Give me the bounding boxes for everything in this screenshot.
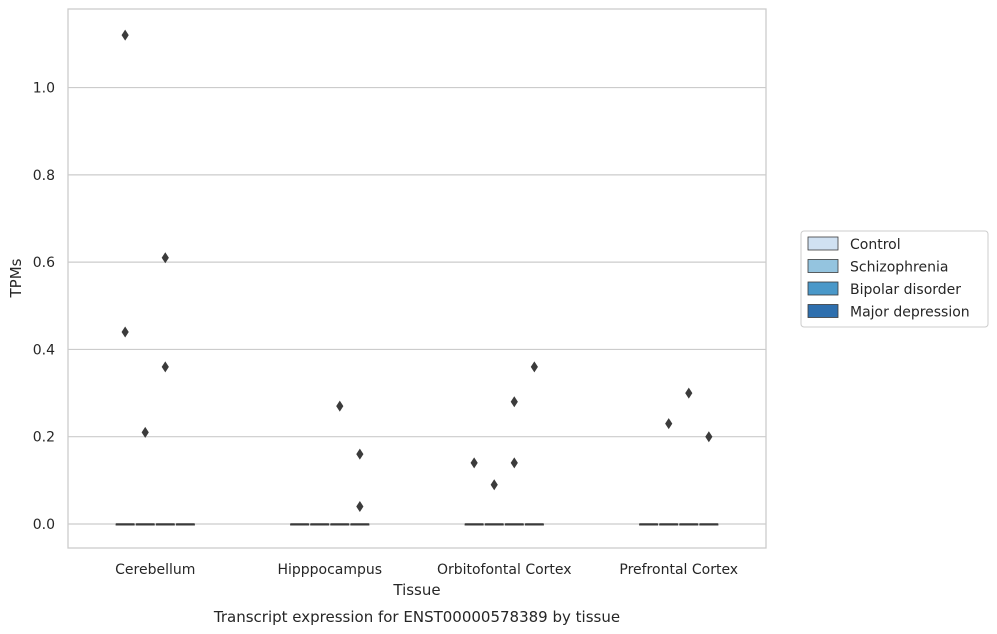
outlier-point [161,361,169,373]
outlier-point [510,396,518,408]
grid-lines [68,86,766,525]
figure-caption: Transcript expression for ENST0000057838… [213,608,620,626]
outlier-point [356,448,364,460]
outlier-point [121,29,129,41]
y-tick-label: 0.6 [33,255,55,271]
y-tick-label: 1.0 [33,81,55,97]
legend-swatch [807,281,839,296]
outlier-point [336,400,344,412]
y-axis-ticks: 0.0 0.2 0.4 0.6 0.8 1.0 [33,81,55,533]
x-tick-label: Orbitofontal Cortex [437,562,572,578]
outlier-point [161,252,169,264]
plot-frame [67,8,767,549]
y-axis-label: TPMs [7,258,25,298]
x-axis-ticks: Cerebellum Hipppocampus Orbitofontal Corte… [115,562,738,578]
y-tick-label: 0.2 [33,430,55,446]
y-tick-label: 0.8 [33,168,55,184]
legend-label: Control [850,237,901,253]
outlier-point [121,326,129,338]
outlier-point [705,431,713,443]
outlier-point [530,361,538,373]
box-marks [115,29,719,526]
legend-swatch [807,236,839,251]
outlier-point [685,387,693,399]
legend-label: Schizophrenia [850,260,948,276]
x-axis-label: Tissue [392,581,440,599]
legend-label: Major depression [850,305,970,321]
legend: Control Schizophrenia Bipolar disorder Majo… [800,230,989,328]
x-tick-label: Cerebellum [115,562,195,578]
legend-label: Bipolar disorder [850,282,961,298]
x-tick-label: Prefrontal Cortex [619,562,738,578]
legend-frame [800,230,989,328]
outlier-point [141,426,149,438]
outlier-point [665,418,673,430]
legend-swatch [807,304,839,318]
y-tick-label: 0.4 [33,342,55,358]
outlier-point [510,457,518,469]
outlier-point [470,457,478,469]
x-tick-label: Hipppocampus [277,562,382,578]
y-tick-label: 0.0 [33,517,55,533]
outlier-point [490,479,498,491]
outlier-point [356,501,364,513]
legend-swatch [807,259,839,273]
